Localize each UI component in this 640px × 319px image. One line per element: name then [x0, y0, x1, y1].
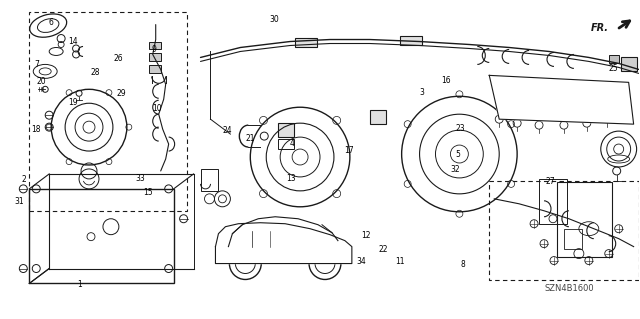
Text: 16: 16 — [442, 76, 451, 85]
Bar — [148, 54, 161, 62]
Polygon shape — [216, 223, 352, 263]
Text: 19: 19 — [68, 98, 77, 107]
Text: 14: 14 — [68, 38, 77, 47]
Text: 27: 27 — [546, 177, 556, 186]
Bar — [278, 123, 294, 137]
Bar — [278, 139, 294, 149]
Bar — [148, 65, 161, 73]
Bar — [148, 41, 161, 49]
Text: 29: 29 — [116, 89, 126, 98]
Text: 5: 5 — [456, 150, 461, 159]
Text: 34: 34 — [356, 257, 366, 266]
Text: 26: 26 — [113, 54, 123, 63]
Text: 25: 25 — [608, 64, 618, 73]
Text: 17: 17 — [344, 146, 354, 155]
Text: 8: 8 — [461, 260, 466, 270]
Text: 9: 9 — [152, 45, 157, 55]
Text: 2: 2 — [22, 175, 27, 184]
Text: 12: 12 — [361, 231, 371, 240]
Bar — [564, 229, 582, 249]
Text: 18: 18 — [31, 125, 40, 134]
Bar — [399, 35, 422, 46]
Bar — [519, 87, 599, 109]
Text: 10: 10 — [153, 104, 163, 113]
Text: 31: 31 — [15, 197, 24, 206]
Text: 30: 30 — [269, 15, 279, 24]
Text: 4: 4 — [289, 139, 294, 148]
Polygon shape — [489, 75, 634, 124]
Text: 32: 32 — [451, 165, 460, 174]
Text: 15: 15 — [143, 188, 153, 197]
Bar — [539, 179, 567, 224]
Text: 28: 28 — [91, 68, 100, 77]
Text: 13: 13 — [287, 174, 296, 183]
Bar — [621, 57, 637, 71]
Text: 22: 22 — [379, 245, 388, 254]
Bar — [29, 189, 173, 284]
Text: 23: 23 — [456, 124, 465, 133]
Text: 21: 21 — [245, 134, 255, 143]
Bar — [29, 12, 187, 211]
Text: 33: 33 — [136, 174, 145, 183]
Bar — [609, 56, 619, 63]
Bar — [295, 38, 317, 48]
Text: 7: 7 — [34, 60, 39, 69]
Text: SZN4B1600: SZN4B1600 — [544, 284, 594, 293]
Text: 6: 6 — [49, 19, 54, 27]
Bar — [200, 169, 218, 191]
Text: 1: 1 — [77, 279, 81, 288]
Text: 11: 11 — [395, 257, 404, 266]
Text: 3: 3 — [419, 88, 424, 97]
Text: FR.: FR. — [591, 23, 609, 33]
Bar — [557, 182, 612, 256]
Text: 24: 24 — [223, 126, 232, 135]
Bar — [370, 110, 386, 124]
Text: 20: 20 — [36, 77, 45, 86]
